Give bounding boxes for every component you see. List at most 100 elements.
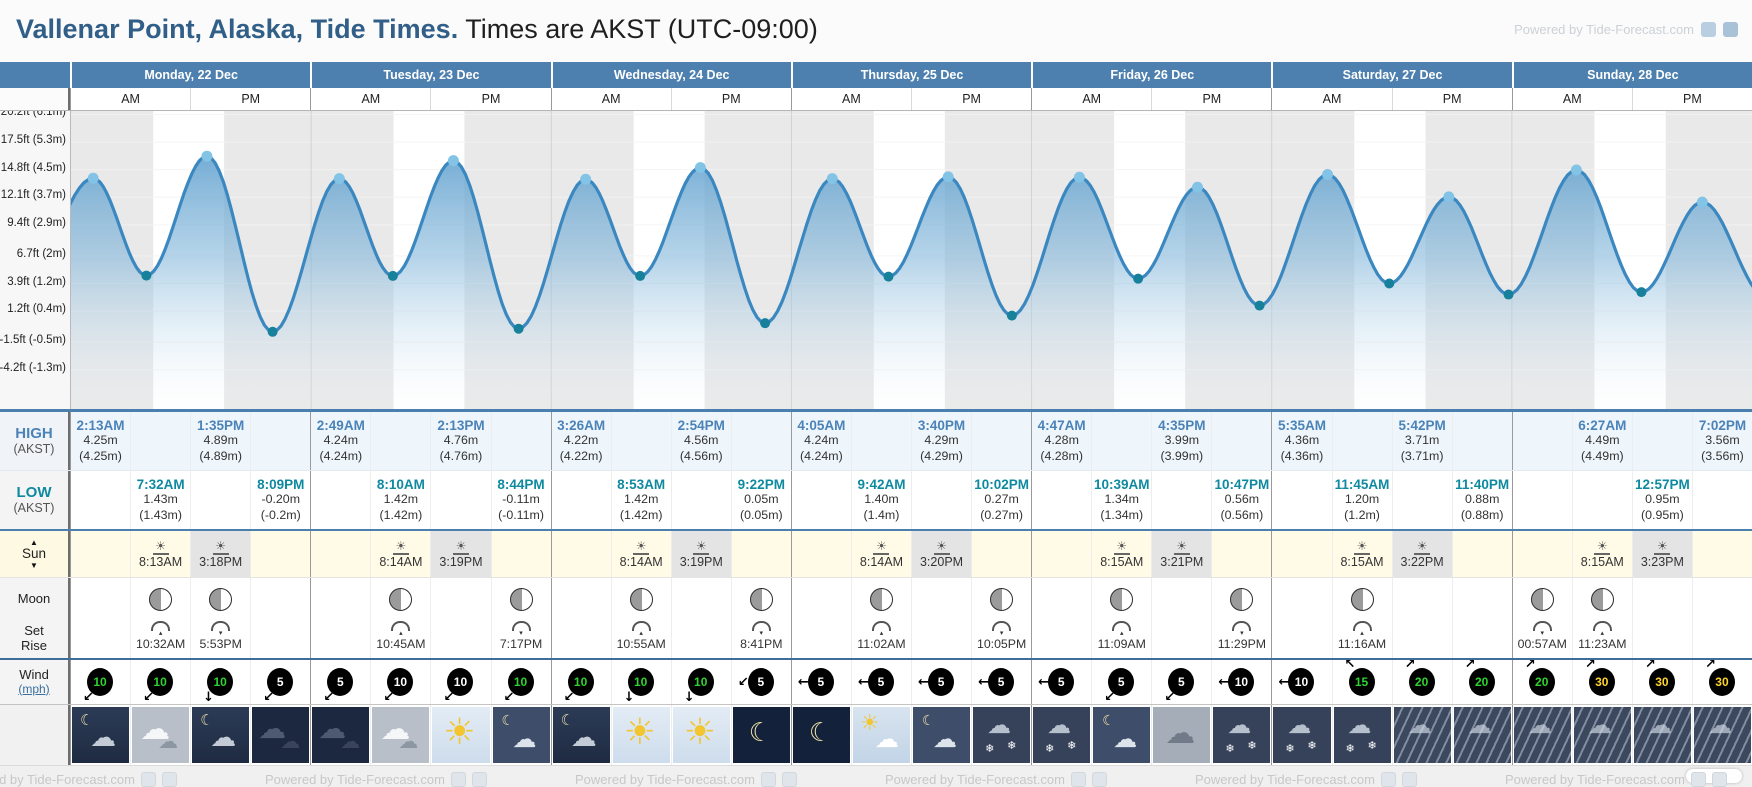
wind-speed-bubble: 30 xyxy=(1708,668,1735,696)
powered-by-link[interactable]: Powered by Tide-Forecast.com xyxy=(0,772,135,787)
sunrise-glyph: ☀ xyxy=(635,538,647,553)
wind-speed-bubble: 5 xyxy=(1108,668,1135,696)
share-icon[interactable] xyxy=(1690,772,1706,787)
high-tide-time: 2:54PM xyxy=(677,418,725,433)
sunrise-toggle-icon[interactable]: ▲ xyxy=(30,538,38,548)
weather-glyph: ❄ xyxy=(1007,739,1017,752)
tide-curve-svg xyxy=(71,111,1752,409)
weather-glyph: ☀ xyxy=(623,712,656,753)
moon-setrise-cell xyxy=(1271,620,1331,658)
low-tide-time: 9:42AM xyxy=(857,477,906,492)
sunrise-horizon xyxy=(1594,552,1611,555)
wind-direction-arrow-icon: ↙ xyxy=(323,690,335,704)
sun-cell xyxy=(70,531,130,577)
moon-phase-icon xyxy=(629,587,653,611)
powered-by-link[interactable]: Powered by Tide-Forecast.com xyxy=(1195,772,1375,787)
wind-direction-arrow-icon: ← xyxy=(797,675,809,690)
high-tide-cell xyxy=(1211,412,1271,470)
pm-label-day2: PM xyxy=(430,88,551,110)
sunrise-icon: ☀ xyxy=(1113,540,1130,555)
share-icon[interactable] xyxy=(471,772,487,787)
weather-cell: ☾ ☁ xyxy=(1091,705,1151,765)
rain-streaks xyxy=(1693,707,1751,763)
low-tide-marker xyxy=(141,270,152,281)
wind-speed-bubble: 5 xyxy=(267,668,294,696)
pm-label-day1: PM xyxy=(190,88,311,110)
low-tide-cell: 8:10AM 1.42m (1.42m) xyxy=(370,471,430,529)
moon-setrise-cell xyxy=(670,620,731,658)
weather-cell: ☁ ☁ xyxy=(370,705,430,765)
wind-speed-value: 5 xyxy=(877,675,885,689)
wind-cell: 10 ↙ xyxy=(550,660,611,704)
low-tide-cell xyxy=(1691,471,1752,529)
am-label-day2: AM xyxy=(310,88,431,110)
high-tide-height-alt: (3.56m) xyxy=(1701,448,1744,463)
weather-cell: ☁ xyxy=(1631,705,1692,765)
share-icon[interactable] xyxy=(1091,772,1107,787)
weather-icon-snow: ☁ ❄ ❄ xyxy=(1333,707,1391,763)
share-icon[interactable] xyxy=(1711,772,1727,787)
share-icon[interactable] xyxy=(450,772,466,787)
moon-set-icon xyxy=(1532,621,1552,631)
low-tide-cell: 12:57PM 0.95m (0.95m) xyxy=(1631,471,1692,529)
powered-by-link[interactable]: Powered by Tide-Forecast.com xyxy=(265,772,445,787)
wind-indicator: 5 ↙ xyxy=(1104,668,1135,704)
sunrise-horizon xyxy=(1113,552,1130,555)
moon-cell xyxy=(1151,578,1211,620)
wind-direction-arrow-icon: ← xyxy=(978,675,989,690)
day-header-6: Saturday, 27 Dec xyxy=(1271,62,1512,88)
moon-cell xyxy=(490,578,551,620)
share-icon[interactable] xyxy=(1401,772,1417,787)
high-tide-cell: 2:13AM 4.25m (4.25m) xyxy=(70,412,130,470)
wind-speed-value: 30 xyxy=(1595,675,1609,689)
powered-by-link[interactable]: Powered by Tide-Forecast.com xyxy=(885,772,1065,787)
wind-unit-link[interactable]: (mph) xyxy=(18,681,50,696)
share-icon[interactable] xyxy=(1380,772,1396,787)
wind-direction-arrow-icon: ↙ xyxy=(263,690,275,704)
low-tide-cell: 9:42AM 1.40m (1.4m) xyxy=(850,471,911,529)
moon-rise-icon xyxy=(631,621,651,631)
share-icon[interactable] xyxy=(1723,22,1738,37)
weather-cell: ☁ xyxy=(1391,705,1452,765)
wind-direction-arrow-icon: ↙ xyxy=(443,690,455,704)
wind-cell: 30 ↗ xyxy=(1691,660,1752,704)
powered-by-link[interactable]: Powered by Tide-Forecast.com xyxy=(1505,772,1685,787)
powered-by-link[interactable]: Powered by Tide-Forecast.com xyxy=(575,772,755,787)
high-tide-cell: 5:35AM 4.36m (4.36m) xyxy=(1271,412,1331,470)
high-tide-cell: 4:35PM 3.99m (3.99m) xyxy=(1151,412,1211,470)
wind-cell: 5 ← xyxy=(911,660,971,704)
sun-cell: ☀ 3:19PM xyxy=(670,531,731,577)
high-tide-height: 4.24m xyxy=(804,433,839,447)
sunrise-icon: ☀ xyxy=(392,540,409,555)
high-tide-cell: 6:27AM 4.49m (4.49m) xyxy=(1571,412,1632,470)
sunrise-icon: ☀ xyxy=(1354,540,1371,555)
share-icon[interactable] xyxy=(161,772,177,787)
share-icon[interactable] xyxy=(1070,772,1086,787)
wind-indicator: 5 ← xyxy=(918,668,955,696)
sun-cell: ☀ 8:15AM xyxy=(1331,531,1392,577)
share-icon[interactable] xyxy=(140,772,156,787)
wind-direction-arrow-icon: ↙ xyxy=(737,675,749,690)
moon-cell xyxy=(190,578,250,620)
low-tide-marker xyxy=(1254,300,1265,311)
weather-icon-snow: ☁ ❄ ❄ xyxy=(1033,707,1091,763)
am-label-day3: AM xyxy=(550,88,671,110)
share-icon[interactable] xyxy=(781,772,797,787)
y-axis-tick-label: 12.1ft (3.7m) xyxy=(0,189,66,202)
sunrise-glyph: ☀ xyxy=(876,538,887,553)
high-tide-marker xyxy=(201,150,213,162)
weather-cell: ☁ ☁ xyxy=(310,705,370,765)
moon-phase-icon xyxy=(209,587,233,611)
wind-speed-value: 10 xyxy=(93,675,107,689)
weather-glyph: ❄ xyxy=(1247,739,1257,752)
high-tide-time: 5:42PM xyxy=(1398,418,1446,433)
share-icon[interactable] xyxy=(1701,22,1716,37)
low-tide-marker xyxy=(513,323,524,334)
share-icon[interactable] xyxy=(760,772,776,787)
weather-cell: ☁ ❄ ❄ xyxy=(1031,705,1091,765)
moon-rise-time: 10:32AM xyxy=(135,637,186,651)
powered-by-link[interactable]: Powered by Tide-Forecast.com xyxy=(1514,22,1694,37)
footer-watermark-bar: Powered by Tide-Forecast.com Powered by T… xyxy=(0,765,1752,787)
sunset-toggle-icon[interactable]: ▼ xyxy=(30,560,38,570)
weather-glyph: ☁ xyxy=(933,725,957,753)
